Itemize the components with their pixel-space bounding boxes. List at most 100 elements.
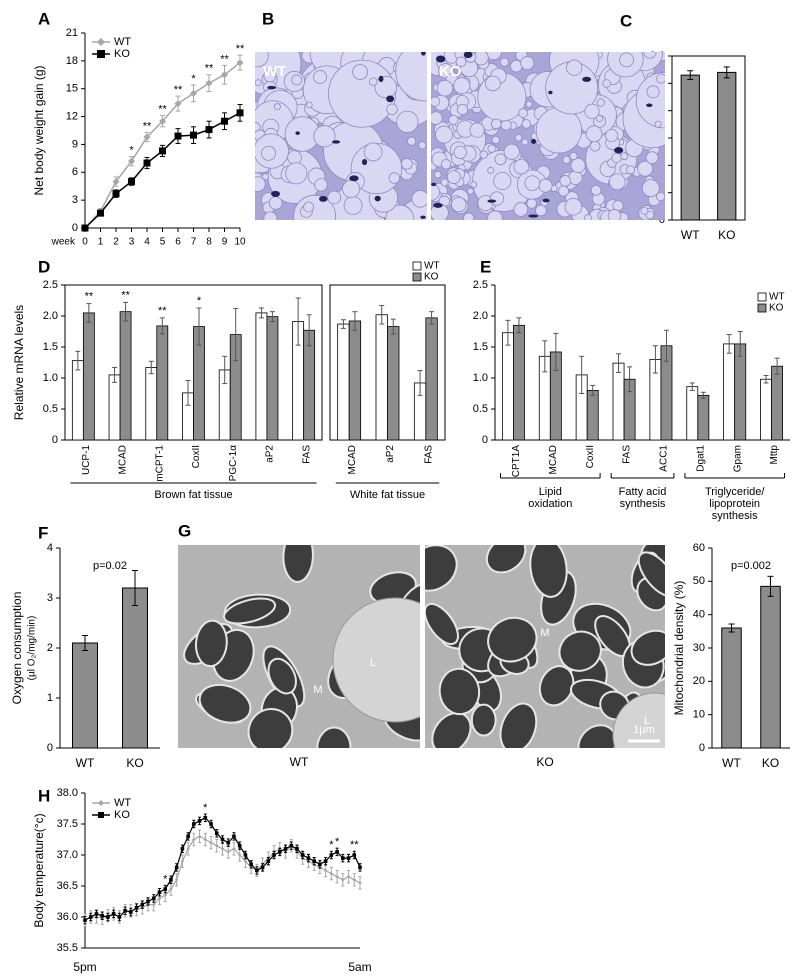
marker <box>111 912 116 916</box>
marker <box>220 837 225 842</box>
mitochondrion <box>637 551 665 598</box>
adipocyte <box>611 152 622 164</box>
panel-letter: F <box>38 523 48 542</box>
significance: ** <box>236 43 245 55</box>
adipocyte <box>313 70 327 84</box>
marker <box>358 865 362 870</box>
marker <box>123 909 127 913</box>
adipocyte <box>641 179 660 198</box>
marker <box>186 834 190 839</box>
annotation: p=0.002 <box>731 560 771 572</box>
bar <box>255 312 268 441</box>
image-marker: M <box>313 684 322 696</box>
x-tick-label: CPT1A <box>511 445 522 478</box>
marker <box>186 847 190 851</box>
adipocyte <box>261 145 276 161</box>
adipocyte <box>643 52 657 59</box>
nucleus <box>548 90 553 95</box>
adipocyte <box>524 175 541 191</box>
adipocyte <box>453 77 471 95</box>
group-label: Triglyceride/ <box>705 486 765 498</box>
group-label: synthesis <box>712 510 758 522</box>
panel-letter: H <box>38 786 50 805</box>
y-axis-title: Mitochondrial density (%) <box>672 581 686 716</box>
y-tick-label: 2.0 <box>473 310 488 322</box>
bar <box>348 320 362 441</box>
x-tick-label: Mttp <box>769 445 780 465</box>
mitochondrion <box>247 707 294 748</box>
adipocyte <box>436 79 454 97</box>
histology-image <box>431 52 665 220</box>
x-tick-label: WT <box>76 756 95 770</box>
adipocyte <box>352 64 369 80</box>
y-tick-label: 0.5 <box>43 403 58 415</box>
mitochondrion <box>425 602 459 646</box>
y-axis-subtitle: (µl O₂/mg/min) <box>27 616 38 681</box>
marker <box>295 847 299 851</box>
y-tick-label: 0 <box>699 742 705 754</box>
mitochondrion <box>577 724 617 748</box>
x-tick-label: KO <box>762 756 779 770</box>
x-tick-label: MCAD <box>548 445 559 474</box>
adipocyte <box>255 52 269 68</box>
y-tick-label: 36.0 <box>57 911 78 923</box>
marker <box>346 856 351 860</box>
x-tick-label: FAS <box>301 445 312 464</box>
nucleus <box>614 147 624 154</box>
nucleus <box>542 198 550 203</box>
y-tick-label: 1 <box>47 692 53 704</box>
adipocyte <box>557 185 570 197</box>
marker <box>174 878 179 882</box>
bar <box>303 329 316 441</box>
y-tick-label: 37.0 <box>57 849 78 861</box>
adipocyte <box>490 118 502 130</box>
bar <box>760 585 781 749</box>
marker <box>335 874 339 879</box>
adipocyte <box>469 122 485 138</box>
adipocyte <box>493 171 512 191</box>
bar <box>612 362 625 441</box>
y-tick-label: 6 <box>72 166 78 178</box>
x-axis-title: week <box>51 237 76 248</box>
marker <box>209 822 213 826</box>
marker <box>98 800 104 806</box>
bar <box>501 332 514 441</box>
bar <box>145 367 158 441</box>
adipocyte <box>261 172 270 181</box>
marker <box>180 859 185 863</box>
annotation: p=0.02 <box>93 560 127 572</box>
x-tick-label: 9 <box>222 237 228 248</box>
adipocyte <box>327 190 342 205</box>
marker <box>197 834 202 839</box>
adipocyte <box>305 101 313 109</box>
nucleus <box>421 52 426 56</box>
legend-swatch <box>412 261 422 271</box>
x-tick-label: ACC1 <box>659 445 670 472</box>
adipocyte <box>656 73 665 84</box>
y-tick-label: 0 <box>72 222 78 234</box>
adipocyte <box>303 201 314 213</box>
x-tick-label: FAS <box>622 445 633 464</box>
marker <box>243 859 248 863</box>
marker <box>157 890 162 894</box>
adipocyte <box>584 103 600 120</box>
marker <box>197 819 202 823</box>
legend-label: WT <box>424 261 440 272</box>
marker <box>151 902 156 907</box>
marker <box>205 126 213 134</box>
marker <box>151 896 156 901</box>
marker <box>192 837 196 842</box>
marker <box>128 178 135 186</box>
significance: ** <box>174 84 183 96</box>
marker <box>190 89 197 97</box>
y-tick-label: 3 <box>47 592 53 604</box>
group-label: synthesis <box>620 498 666 510</box>
bar <box>337 323 350 441</box>
significance: * <box>163 873 168 885</box>
marker <box>318 862 322 867</box>
adipocyte <box>456 103 469 116</box>
adipocyte <box>463 212 475 220</box>
x-tick-label: 5pm <box>73 960 96 974</box>
bar <box>82 312 95 441</box>
adipocyte <box>263 211 278 220</box>
